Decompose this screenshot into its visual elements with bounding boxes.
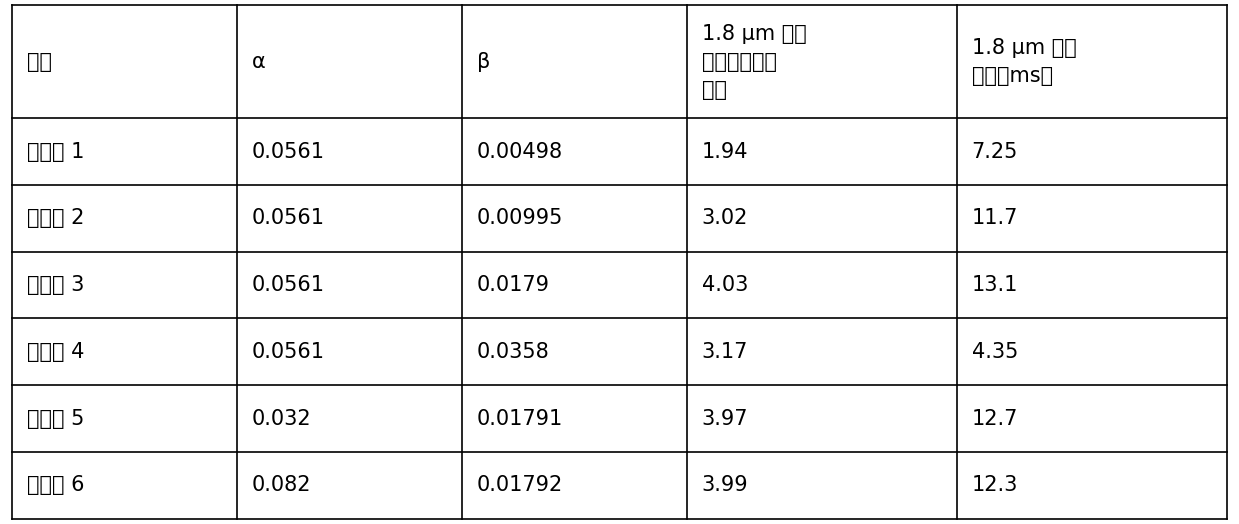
Text: 0.0561: 0.0561 (252, 342, 325, 362)
Text: 3.02: 3.02 (701, 209, 748, 228)
Text: 0.032: 0.032 (252, 409, 312, 429)
Text: 1.94: 1.94 (701, 141, 748, 161)
Text: 实施例 1: 实施例 1 (27, 141, 84, 161)
Text: 0.082: 0.082 (252, 475, 312, 495)
Text: 0.01791: 0.01791 (477, 409, 564, 429)
Text: 0.0561: 0.0561 (252, 141, 325, 161)
Text: 1.8 μm 荧光
强度（任意单
位）: 1.8 μm 荧光 强度（任意单 位） (701, 24, 807, 100)
Text: 0.0358: 0.0358 (477, 342, 550, 362)
Text: 0.00995: 0.00995 (477, 209, 564, 228)
Text: 4.03: 4.03 (701, 275, 748, 295)
Text: 实施例 2: 实施例 2 (27, 209, 84, 228)
Text: 3.97: 3.97 (701, 409, 748, 429)
Text: 3.99: 3.99 (701, 475, 748, 495)
Text: α: α (252, 52, 266, 72)
Text: 实施例 6: 实施例 6 (27, 475, 84, 495)
Text: 12.3: 12.3 (971, 475, 1018, 495)
Text: 0.00498: 0.00498 (477, 141, 563, 161)
Text: 样品: 样品 (27, 52, 52, 72)
Text: 实施例 4: 实施例 4 (27, 342, 84, 362)
Text: 12.7: 12.7 (971, 409, 1018, 429)
Text: 0.0561: 0.0561 (252, 209, 325, 228)
Text: β: β (477, 52, 491, 72)
Text: 0.0561: 0.0561 (252, 275, 325, 295)
Text: 实施例 3: 实施例 3 (27, 275, 84, 295)
Text: 11.7: 11.7 (971, 209, 1018, 228)
Text: 4.35: 4.35 (971, 342, 1018, 362)
Text: 13.1: 13.1 (971, 275, 1018, 295)
Text: 实施例 5: 实施例 5 (27, 409, 84, 429)
Text: 0.0179: 0.0179 (477, 275, 550, 295)
Text: 3.17: 3.17 (701, 342, 748, 362)
Text: 7.25: 7.25 (971, 141, 1018, 161)
Text: 0.01792: 0.01792 (477, 475, 564, 495)
Text: 1.8 μm 荧光
寿命（ms）: 1.8 μm 荧光 寿命（ms） (971, 38, 1077, 86)
